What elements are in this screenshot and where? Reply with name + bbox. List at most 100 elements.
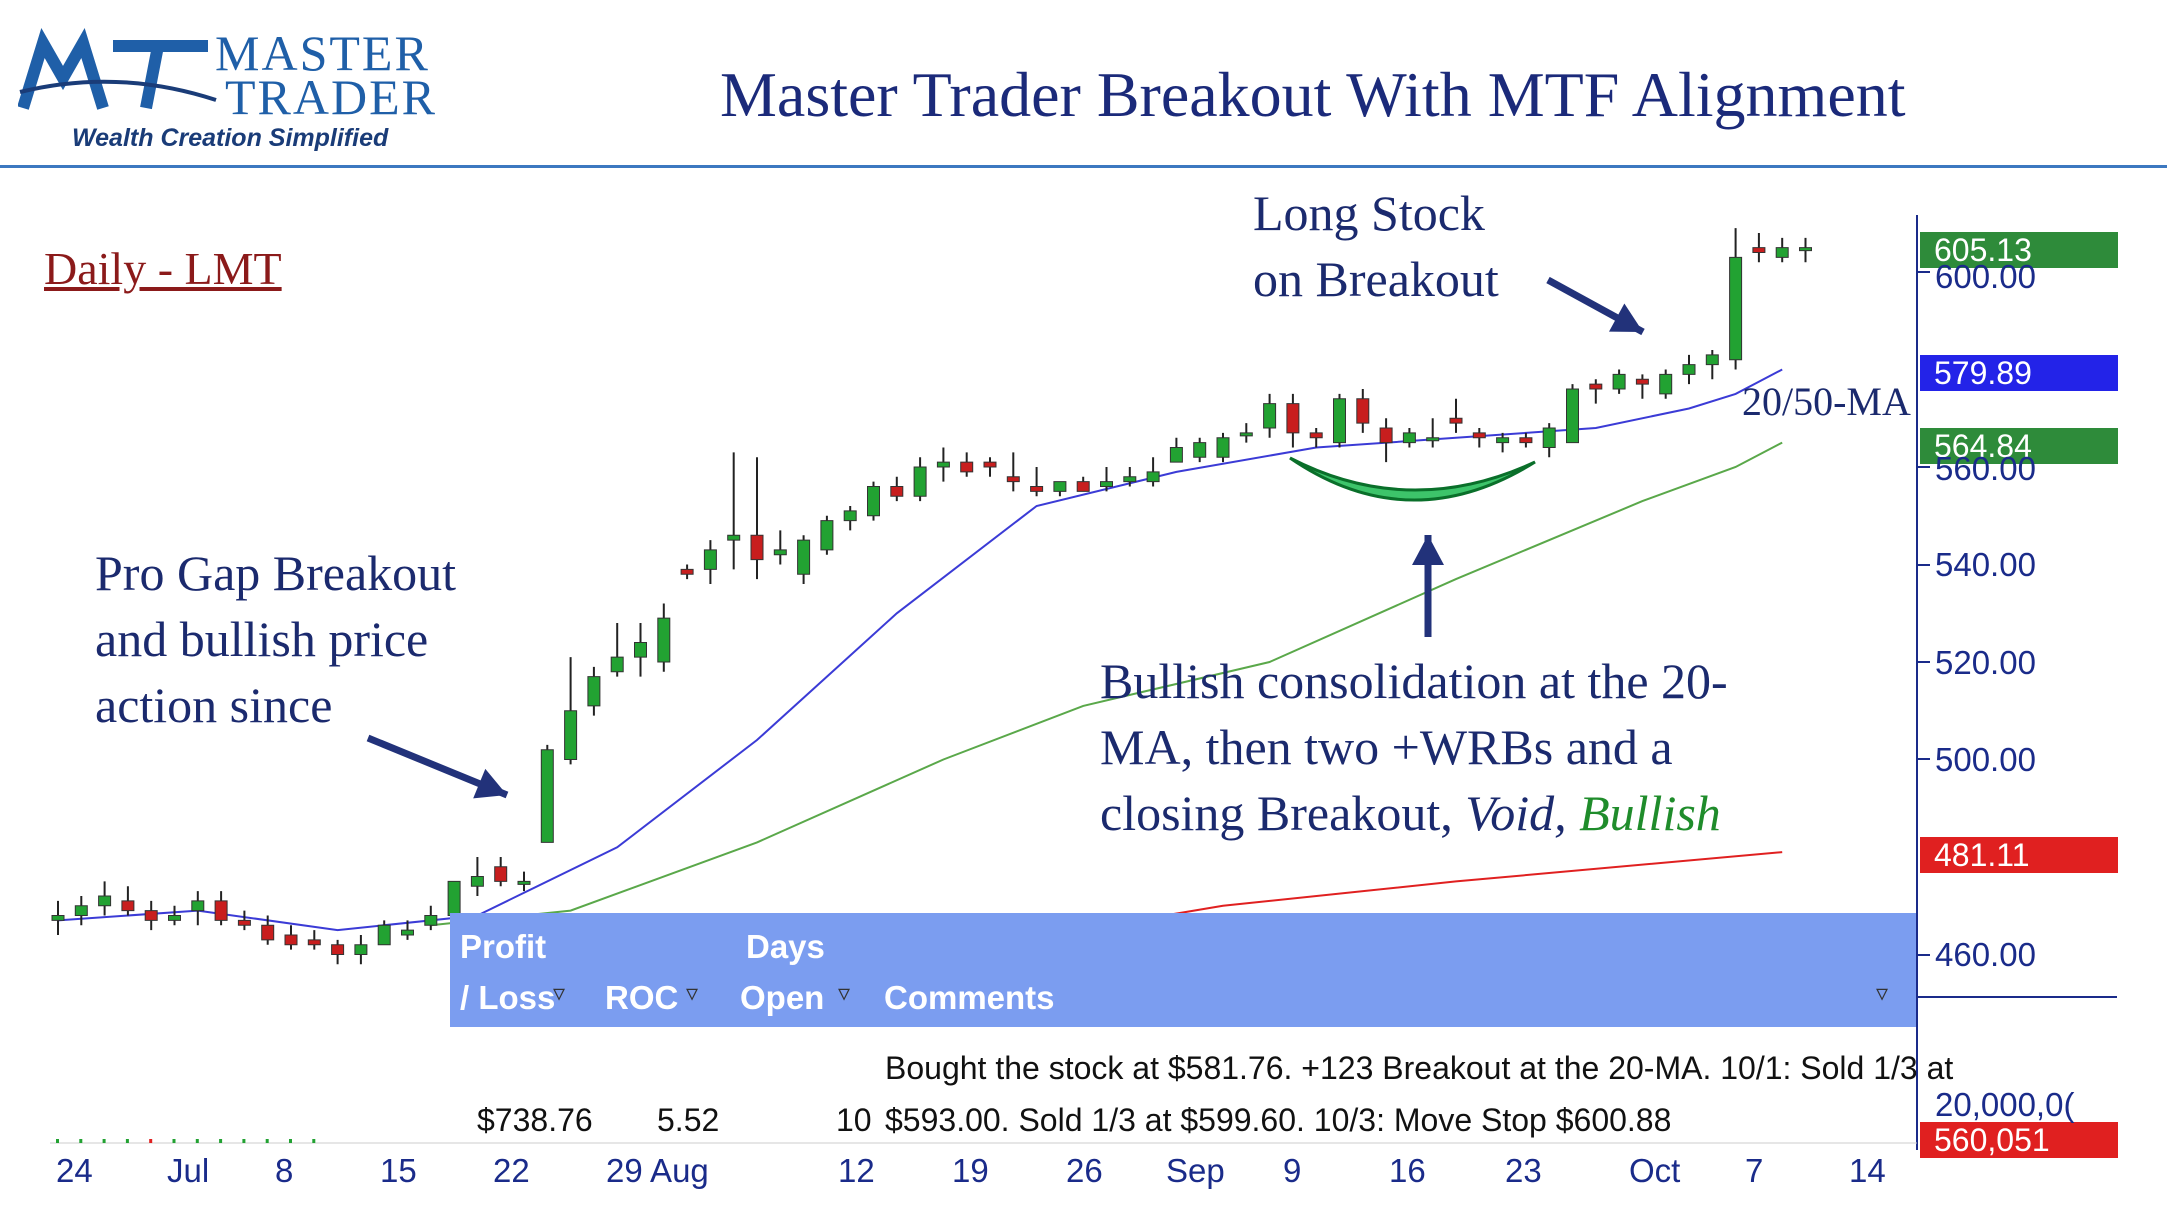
candle-up bbox=[1216, 437, 1230, 458]
filter-icon[interactable]: ▿ bbox=[1876, 979, 1889, 1007]
volume-bar bbox=[195, 1139, 199, 1143]
candle-down bbox=[1449, 417, 1463, 424]
candle-up bbox=[1402, 432, 1416, 444]
candle-up bbox=[1053, 481, 1067, 492]
x-tick-label: 29 Aug bbox=[606, 1152, 709, 1189]
candle-down bbox=[1006, 476, 1020, 483]
candle-up bbox=[913, 466, 927, 497]
candle-up bbox=[447, 880, 461, 916]
volume-bar bbox=[312, 1139, 316, 1143]
filter-icon[interactable]: ▿ bbox=[838, 979, 851, 1007]
x-tick-label: 12 bbox=[838, 1152, 875, 1189]
volume-bar bbox=[102, 1139, 106, 1143]
cell-roc: 5.52 bbox=[657, 1102, 720, 1138]
candle-up bbox=[610, 656, 624, 673]
logo-tagline: Wealth Creation Simplified bbox=[72, 124, 389, 152]
trade-table-header: Profit / Loss ▿ ROC ▿ Days Open ▿ Commen… bbox=[450, 913, 1916, 1027]
candle-down bbox=[1076, 481, 1090, 492]
volume-bar bbox=[149, 1139, 153, 1143]
chart-title: Master Trader Breakout With MTF Alignmen… bbox=[720, 59, 1906, 130]
candle-down bbox=[750, 534, 764, 561]
candle-up bbox=[1193, 442, 1207, 458]
candle-up bbox=[1169, 447, 1183, 463]
filter-icon[interactable]: ▿ bbox=[553, 979, 566, 1007]
x-tick-label: 9 bbox=[1283, 1152, 1302, 1189]
candle-up bbox=[843, 510, 857, 522]
candle-down bbox=[237, 919, 251, 926]
candle-up bbox=[98, 895, 112, 907]
candle-up bbox=[657, 617, 671, 663]
candle-up bbox=[1612, 373, 1626, 390]
candle-up bbox=[587, 676, 601, 707]
badge-ma200: 481.11 bbox=[1920, 837, 2118, 873]
candle-up bbox=[517, 880, 531, 885]
volume-bar bbox=[79, 1139, 83, 1143]
candle-down bbox=[1752, 247, 1766, 253]
candle-up bbox=[168, 915, 181, 921]
arrow-long-stock-head bbox=[1609, 303, 1643, 332]
annotation-line: Long Stock bbox=[1253, 185, 1485, 241]
candle-up bbox=[1239, 432, 1253, 437]
y-tick-label: 500.00 bbox=[1935, 741, 2036, 778]
candle-up bbox=[773, 549, 787, 556]
candle-up bbox=[1123, 476, 1137, 483]
x-tick-label: 23 bbox=[1505, 1152, 1542, 1189]
candle-up bbox=[1426, 437, 1440, 442]
cell-days-open: 10 bbox=[836, 1102, 872, 1138]
candle-down bbox=[331, 944, 345, 955]
candle-up bbox=[867, 486, 880, 517]
annotation-line: on Breakout bbox=[1253, 251, 1499, 307]
candle-up bbox=[820, 520, 834, 551]
candle-up bbox=[564, 710, 578, 760]
header-divider bbox=[0, 165, 2167, 168]
volume-axis-label: 20,000,0( bbox=[1935, 1086, 2075, 1123]
timeframe-label: Daily - LMT bbox=[44, 243, 282, 294]
candle-down bbox=[1309, 432, 1323, 439]
cell-profit-loss: $738.76 bbox=[477, 1102, 593, 1138]
y-tick-label: 560.00 bbox=[1935, 450, 2036, 487]
candle-down bbox=[1472, 432, 1486, 439]
candle-up bbox=[51, 915, 65, 921]
candle-down bbox=[983, 461, 997, 468]
candle-down bbox=[960, 461, 974, 473]
candle-up bbox=[1799, 247, 1812, 252]
candle-up bbox=[1263, 403, 1277, 429]
volume-bar bbox=[172, 1139, 176, 1143]
candle-down bbox=[144, 910, 158, 921]
filter-icon[interactable]: ▿ bbox=[686, 979, 699, 1007]
annotation-line: Pro Gap Breakout bbox=[95, 545, 457, 601]
y-tick-label: 460.00 bbox=[1935, 936, 2036, 973]
consolidation-bowl bbox=[1289, 456, 1536, 502]
candle-down bbox=[1589, 383, 1603, 390]
badge-last-price: 605.13 bbox=[1920, 232, 2118, 268]
y-tick-label: 520.00 bbox=[1935, 644, 2036, 681]
x-tick-label: 8 bbox=[275, 1152, 294, 1189]
annotation-text: closing Breakout, bbox=[1100, 785, 1466, 841]
x-tick-label: Oct bbox=[1629, 1152, 1681, 1189]
candle-down bbox=[1519, 437, 1533, 444]
annotation-line: and bullish price bbox=[95, 611, 429, 667]
candle-up bbox=[1682, 364, 1696, 375]
annotation-consolidation: Bullish consolidation at the 20- MA, the… bbox=[1100, 648, 1728, 846]
candle-up bbox=[1333, 398, 1346, 444]
header-comments: Comments bbox=[884, 979, 1055, 1016]
x-tick-label: 19 bbox=[952, 1152, 989, 1189]
y-tick-label: 600.00 bbox=[1935, 258, 2036, 295]
annotation-line: Bullish consolidation at the 20- bbox=[1100, 653, 1728, 709]
badge-volume: 560,051 bbox=[1920, 1122, 2118, 1158]
header-profit: Profit bbox=[460, 928, 547, 965]
candle-down bbox=[1635, 378, 1649, 385]
cell-comment-line2: $593.00. Sold 1/3 at $599.60. 10/3: Move… bbox=[885, 1102, 1672, 1138]
candle-up bbox=[74, 905, 88, 916]
master-trader-logo-mark bbox=[18, 28, 217, 110]
candle-up bbox=[1542, 427, 1556, 448]
header-open: Open bbox=[740, 979, 825, 1016]
header-loss: / Loss bbox=[460, 979, 556, 1016]
x-tick-label: 15 bbox=[380, 1152, 417, 1189]
x-tick-label: Sep bbox=[1166, 1152, 1225, 1189]
volume-bar bbox=[289, 1139, 292, 1143]
logo-text-master: MASTER bbox=[215, 25, 430, 81]
candle-down bbox=[214, 900, 228, 921]
candle-up bbox=[727, 534, 741, 541]
